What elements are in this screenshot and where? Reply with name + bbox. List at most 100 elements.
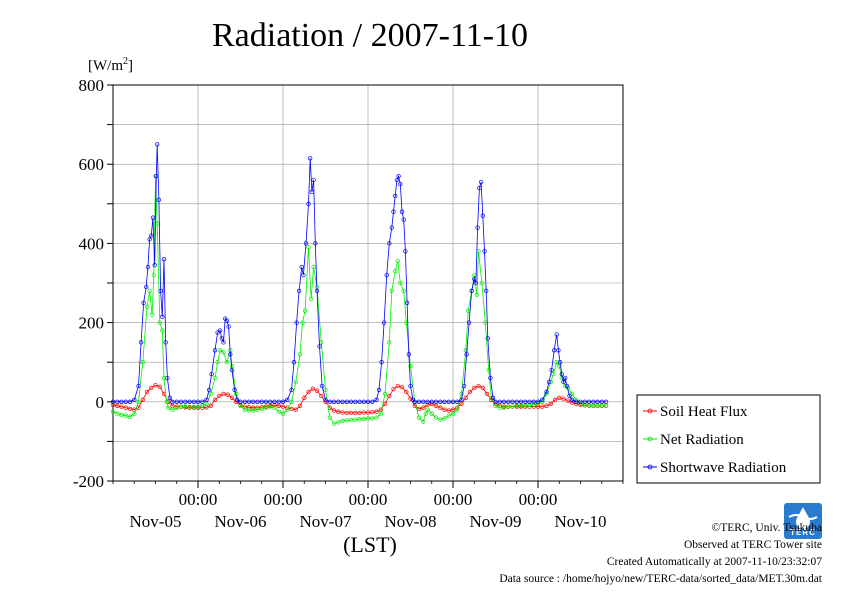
data-point	[574, 399, 579, 404]
data-point	[331, 408, 337, 413]
data-point	[365, 416, 371, 421]
data-point	[119, 412, 124, 418]
data-point	[178, 399, 184, 404]
data-point	[482, 249, 487, 254]
data-point	[370, 399, 375, 404]
data-point	[527, 399, 532, 404]
data-point	[531, 402, 536, 407]
data-point	[255, 399, 260, 404]
data-point	[586, 403, 592, 408]
data-point	[311, 177, 316, 183]
data-point	[484, 288, 489, 294]
data-point	[255, 407, 260, 412]
data-point	[212, 348, 218, 353]
data-point	[285, 397, 290, 402]
data-point	[378, 407, 383, 412]
data-point	[357, 417, 362, 422]
data-point	[161, 257, 167, 262]
legend-marker	[647, 436, 653, 442]
series-net-radiation	[110, 173, 609, 426]
data-point	[291, 360, 297, 365]
data-point	[477, 185, 482, 191]
data-point	[425, 399, 430, 404]
data-point	[559, 371, 564, 377]
data-point	[132, 411, 137, 416]
data-point	[229, 367, 235, 373]
data-point	[374, 409, 379, 414]
data-point	[157, 384, 162, 389]
data-point	[429, 399, 434, 404]
data-point	[398, 181, 403, 187]
data-point	[478, 179, 484, 185]
data-point	[163, 340, 168, 345]
data-point	[353, 417, 358, 422]
data-point	[472, 385, 477, 391]
data-point	[479, 280, 485, 286]
data-point	[450, 399, 456, 404]
data-point	[429, 411, 434, 416]
data-point	[480, 385, 485, 391]
data-point	[393, 268, 398, 274]
data-point	[493, 399, 498, 404]
data-point	[268, 404, 273, 409]
data-point	[514, 403, 519, 408]
x-tick-label-time: 00:00	[519, 490, 558, 509]
data-point	[300, 320, 305, 325]
data-point	[268, 399, 273, 404]
data-point	[595, 403, 600, 408]
data-point	[561, 396, 566, 401]
data-point	[317, 344, 322, 349]
data-point	[378, 411, 383, 416]
data-point	[123, 413, 128, 418]
series-line	[112, 176, 606, 425]
data-point	[365, 410, 371, 415]
data-point	[336, 409, 341, 414]
data-point	[544, 389, 549, 395]
data-point	[149, 233, 154, 238]
x-tick-label-date: Nov-10	[555, 512, 607, 531]
data-point	[293, 407, 298, 412]
data-point	[399, 209, 405, 214]
data-point	[582, 402, 587, 408]
data-point	[144, 284, 149, 290]
data-point	[246, 408, 252, 413]
y-tick-label: 600	[79, 155, 105, 174]
data-point	[461, 383, 467, 389]
data-point	[391, 386, 396, 392]
data-point	[152, 263, 157, 268]
data-point	[276, 409, 281, 414]
data-point	[406, 352, 411, 357]
y-axis-unit: [W/m2]	[88, 56, 133, 74]
data-point	[166, 405, 171, 410]
data-point	[474, 292, 479, 298]
data-point	[381, 320, 387, 325]
data-point	[160, 328, 165, 333]
data-point	[540, 404, 545, 409]
data-point	[446, 399, 451, 404]
data-point	[123, 405, 128, 410]
data-point	[497, 405, 502, 410]
data-point	[384, 272, 389, 278]
x-tick-label-date: Nov-06	[215, 512, 267, 531]
data-point	[276, 403, 281, 408]
data-point	[144, 389, 150, 395]
data-point	[475, 225, 480, 230]
data-point	[119, 404, 124, 409]
data-point	[204, 401, 209, 406]
data-point	[151, 272, 156, 278]
data-point	[416, 399, 422, 404]
data-point	[353, 410, 358, 416]
data-point	[469, 288, 474, 294]
data-point	[191, 399, 196, 404]
data-point	[361, 399, 366, 404]
data-point	[259, 406, 264, 412]
data-point	[408, 396, 413, 401]
data-point	[115, 399, 120, 404]
data-point	[382, 391, 388, 397]
series-shortwave-radiation	[110, 142, 609, 404]
terc-logo: TERC	[784, 503, 822, 539]
data-point	[488, 375, 493, 381]
data-point	[398, 280, 403, 286]
data-point	[506, 404, 511, 410]
data-point	[527, 402, 532, 408]
